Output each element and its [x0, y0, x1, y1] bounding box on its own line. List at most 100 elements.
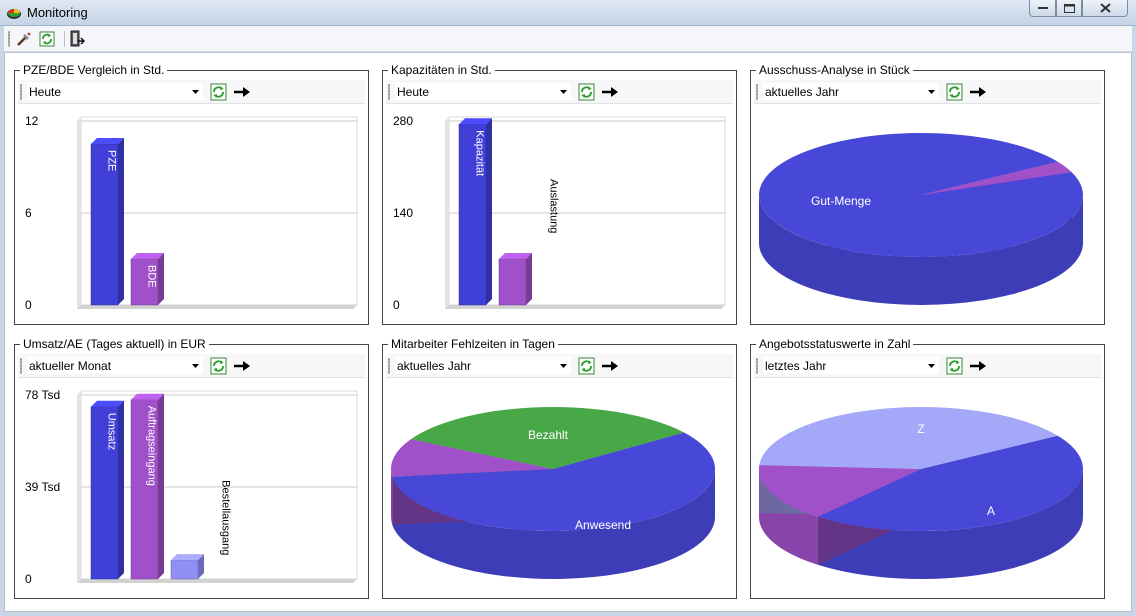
- exit-icon[interactable]: [67, 29, 87, 49]
- app-icon: [6, 5, 22, 21]
- toolbar-grip[interactable]: [388, 84, 390, 100]
- chevron-down-icon[interactable]: [924, 84, 939, 100]
- chevron-down-icon[interactable]: [556, 84, 571, 100]
- chart-panel: Angebotsstatuswerte in Zahl letztes Jahr…: [750, 337, 1105, 599]
- y-tick-label: 0: [393, 298, 400, 312]
- period-select[interactable]: aktuelles Jahr: [762, 82, 940, 101]
- refresh-icon[interactable]: [578, 357, 595, 375]
- arrow-right-icon[interactable]: [969, 84, 989, 100]
- bar-auftragseingang: [130, 393, 164, 580]
- pie-slice: [411, 407, 685, 469]
- pie-slice: [759, 132, 1083, 257]
- plot-background: [448, 116, 726, 306]
- toolbar-grip[interactable]: [756, 358, 758, 374]
- period-select-value: letztes Jahr: [765, 359, 827, 373]
- y-tick-label: 0: [25, 572, 32, 586]
- chart-area: 12 6 0 PZE BDE: [15, 105, 368, 324]
- y-tick-label: 140: [393, 206, 413, 220]
- refresh-icon[interactable]: [210, 83, 227, 101]
- close-button[interactable]: [1082, 0, 1128, 17]
- toolbar-grip[interactable]: [8, 31, 10, 47]
- pie-slice-side: [759, 469, 818, 565]
- plot-side-wall: [445, 117, 449, 309]
- pie-slice: [391, 439, 553, 477]
- pie-slice-label: A: [987, 504, 995, 518]
- panel-title: Umsatz/AE (Tages aktuell) in EUR: [20, 337, 209, 351]
- pie-slice-side: [759, 195, 1083, 305]
- pie-slice-label: Z: [917, 422, 924, 436]
- arrow-right-icon[interactable]: [969, 358, 989, 374]
- tools-icon[interactable]: [14, 29, 34, 49]
- toolbar-grip[interactable]: [756, 84, 758, 100]
- pie-slice: [759, 465, 921, 517]
- panel-title: Mitarbeiter Fehlzeiten in Tagen: [388, 337, 558, 351]
- panel-toolbar: aktuelles Jahr: [386, 354, 733, 378]
- window-title: Monitoring: [27, 5, 88, 20]
- chart-area: Anwesend Bezahlt: [383, 379, 736, 598]
- chart-svg: 280 140 0 Kapazität Auslastung: [393, 114, 726, 312]
- arrow-right-icon[interactable]: [601, 84, 621, 100]
- toolbar-separator: [64, 31, 65, 47]
- chart-svg: 78 Tsd 39 Tsd 0 Umsatz Auftragseingang Bestel…: [25, 388, 358, 586]
- period-select[interactable]: Heute: [394, 82, 572, 101]
- pie-slice-label: Anwesend: [575, 518, 631, 532]
- pie-slice: [759, 407, 1058, 469]
- pie-slice: [392, 432, 715, 531]
- chart-svg: Anwesend Bezahlt: [391, 407, 715, 579]
- bar-label: Kapazität: [474, 130, 486, 176]
- period-select[interactable]: letztes Jahr: [762, 356, 940, 375]
- plot-floor: [445, 305, 725, 309]
- chart-svg: 12 6 0 PZE BDE: [25, 114, 358, 312]
- toolbar-grip[interactable]: [20, 358, 22, 374]
- panel-title: Kapazitäten in Std.: [388, 63, 495, 77]
- maximize-button[interactable]: [1056, 0, 1082, 17]
- refresh-icon[interactable]: [946, 83, 963, 101]
- panel-toolbar: Heute: [18, 80, 365, 104]
- chevron-down-icon[interactable]: [188, 84, 203, 100]
- period-select[interactable]: aktueller Monat: [26, 356, 204, 375]
- bar-label: Auslastung: [548, 179, 560, 233]
- refresh-icon[interactable]: [37, 29, 57, 49]
- arrow-right-icon[interactable]: [233, 358, 253, 374]
- chart-panel: PZE/BDE Vergleich in Std. Heute 12 6 0 PZE B…: [14, 63, 369, 325]
- chart-area: Gut-Menge: [751, 105, 1104, 324]
- bar-label: BDE: [146, 265, 158, 288]
- chart-panel: Ausschuss-Analyse in Stück aktuelles Jah…: [750, 63, 1105, 325]
- arrow-right-icon[interactable]: [233, 84, 253, 100]
- bar-bde: [130, 253, 164, 306]
- bar-label: Bestellausgang: [220, 480, 232, 555]
- bar-label: Umsatz: [106, 413, 118, 450]
- pie-slice-label: Bezahlt: [528, 428, 569, 442]
- pie-slice-label: Gut-Menge: [811, 194, 871, 208]
- minimize-button[interactable]: [1029, 0, 1056, 17]
- chevron-down-icon[interactable]: [924, 358, 939, 374]
- chevron-down-icon[interactable]: [188, 358, 203, 374]
- pie-slice-side: [392, 469, 715, 579]
- panel-toolbar: Heute: [386, 80, 733, 104]
- y-tick-label: 6: [25, 206, 32, 220]
- period-select[interactable]: Heute: [26, 82, 204, 101]
- arrow-right-icon[interactable]: [601, 358, 621, 374]
- panel-toolbar: aktuelles Jahr: [754, 80, 1101, 104]
- panel-toolbar: letztes Jahr: [754, 354, 1101, 378]
- bar-pze: [90, 138, 124, 306]
- toolbar-grip[interactable]: [20, 84, 22, 100]
- toolbar-grip[interactable]: [388, 358, 390, 374]
- chart-panel: Umsatz/AE (Tages aktuell) in EUR aktuell…: [14, 337, 369, 599]
- plot-side-wall: [77, 391, 81, 583]
- refresh-icon[interactable]: [946, 357, 963, 375]
- period-select-value: aktuelles Jahr: [765, 85, 840, 99]
- period-select[interactable]: aktuelles Jahr: [394, 356, 572, 375]
- chevron-down-icon[interactable]: [556, 358, 571, 374]
- pie-slice: [817, 435, 1083, 531]
- y-tick-label: 78 Tsd: [25, 388, 60, 402]
- refresh-icon[interactable]: [578, 83, 595, 101]
- pie-slice-side: [817, 469, 1083, 579]
- title-bar: Monitoring: [0, 0, 1136, 26]
- plot-background: [80, 390, 358, 580]
- plot-side-wall: [77, 117, 81, 309]
- plot-background: [80, 116, 358, 306]
- y-tick-label: 0: [25, 298, 32, 312]
- bar-auslastung: [498, 253, 532, 306]
- refresh-icon[interactable]: [210, 357, 227, 375]
